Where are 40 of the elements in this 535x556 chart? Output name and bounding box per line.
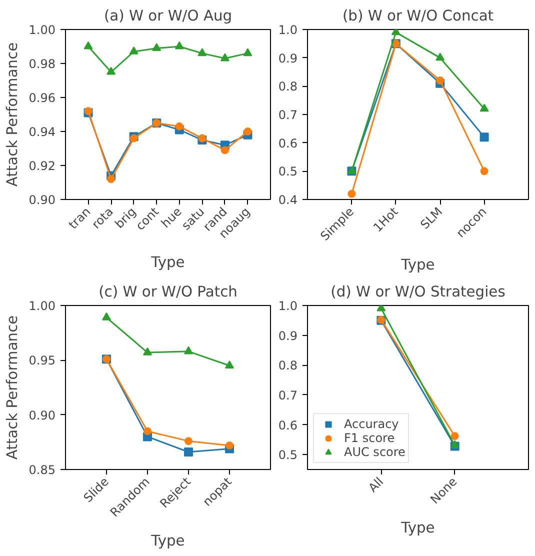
x-tick-label: hue <box>158 204 184 230</box>
y-tick-label: 0.9 <box>278 51 298 66</box>
chart-title: (c) W or W/O Patch <box>98 284 238 300</box>
chart-title: (d) W or W/O Strategies <box>330 284 506 300</box>
y-tick-label: 0.95 <box>28 354 56 368</box>
y-tick-label: 1.00 <box>28 299 56 313</box>
y-tick-label: 0.98 <box>28 57 56 71</box>
y-tick-label: 0.6 <box>278 418 298 432</box>
y-axis-title: Attack Performance <box>4 42 21 187</box>
y-tick-label: 0.8 <box>278 80 298 94</box>
legend-label: Accuracy <box>344 417 399 431</box>
chart-title: (a) W or W/O Aug <box>104 8 232 24</box>
y-tick-label: 0.5 <box>278 448 298 462</box>
y-tick-label: 0.5 <box>278 164 298 179</box>
y-tick-label: 0.94 <box>28 125 56 139</box>
y-tick-label: 0.8 <box>278 358 298 373</box>
y-axis-title: Attack Performance <box>4 315 21 460</box>
x-axis-title: Type <box>400 256 435 274</box>
y-tick-label: 0.85 <box>28 463 56 477</box>
y-tick-label: 1.00 <box>28 23 56 37</box>
y-tick-label: 0.9 <box>278 328 298 343</box>
x-axis-title: Type <box>150 532 185 550</box>
y-tick-label: 0.92 <box>28 159 56 173</box>
y-tick-label: 0.90 <box>28 408 56 422</box>
x-tick-label: All <box>366 474 386 495</box>
y-tick-label: 0.96 <box>28 91 56 105</box>
legend-label: F1 score <box>344 431 395 445</box>
y-tick-label: 1.0 <box>278 23 298 37</box>
y-tick-label: 0.7 <box>278 108 298 122</box>
y-tick-label: 0.6 <box>278 136 298 150</box>
x-axis-title: Type <box>150 254 185 271</box>
legend-label: AUC score <box>344 445 406 459</box>
chart-title: (b) W or W/O Concat <box>342 8 494 24</box>
y-tick-label: 0.7 <box>278 388 298 402</box>
y-tick-label: 0.4 <box>278 193 298 207</box>
x-axis-title: Type <box>400 520 435 537</box>
x-tick-label: tran <box>66 204 94 232</box>
y-tick-label: 1.0 <box>278 299 298 313</box>
x-tick-label: brig <box>112 204 139 232</box>
y-tick-label: 0.90 <box>28 193 56 207</box>
